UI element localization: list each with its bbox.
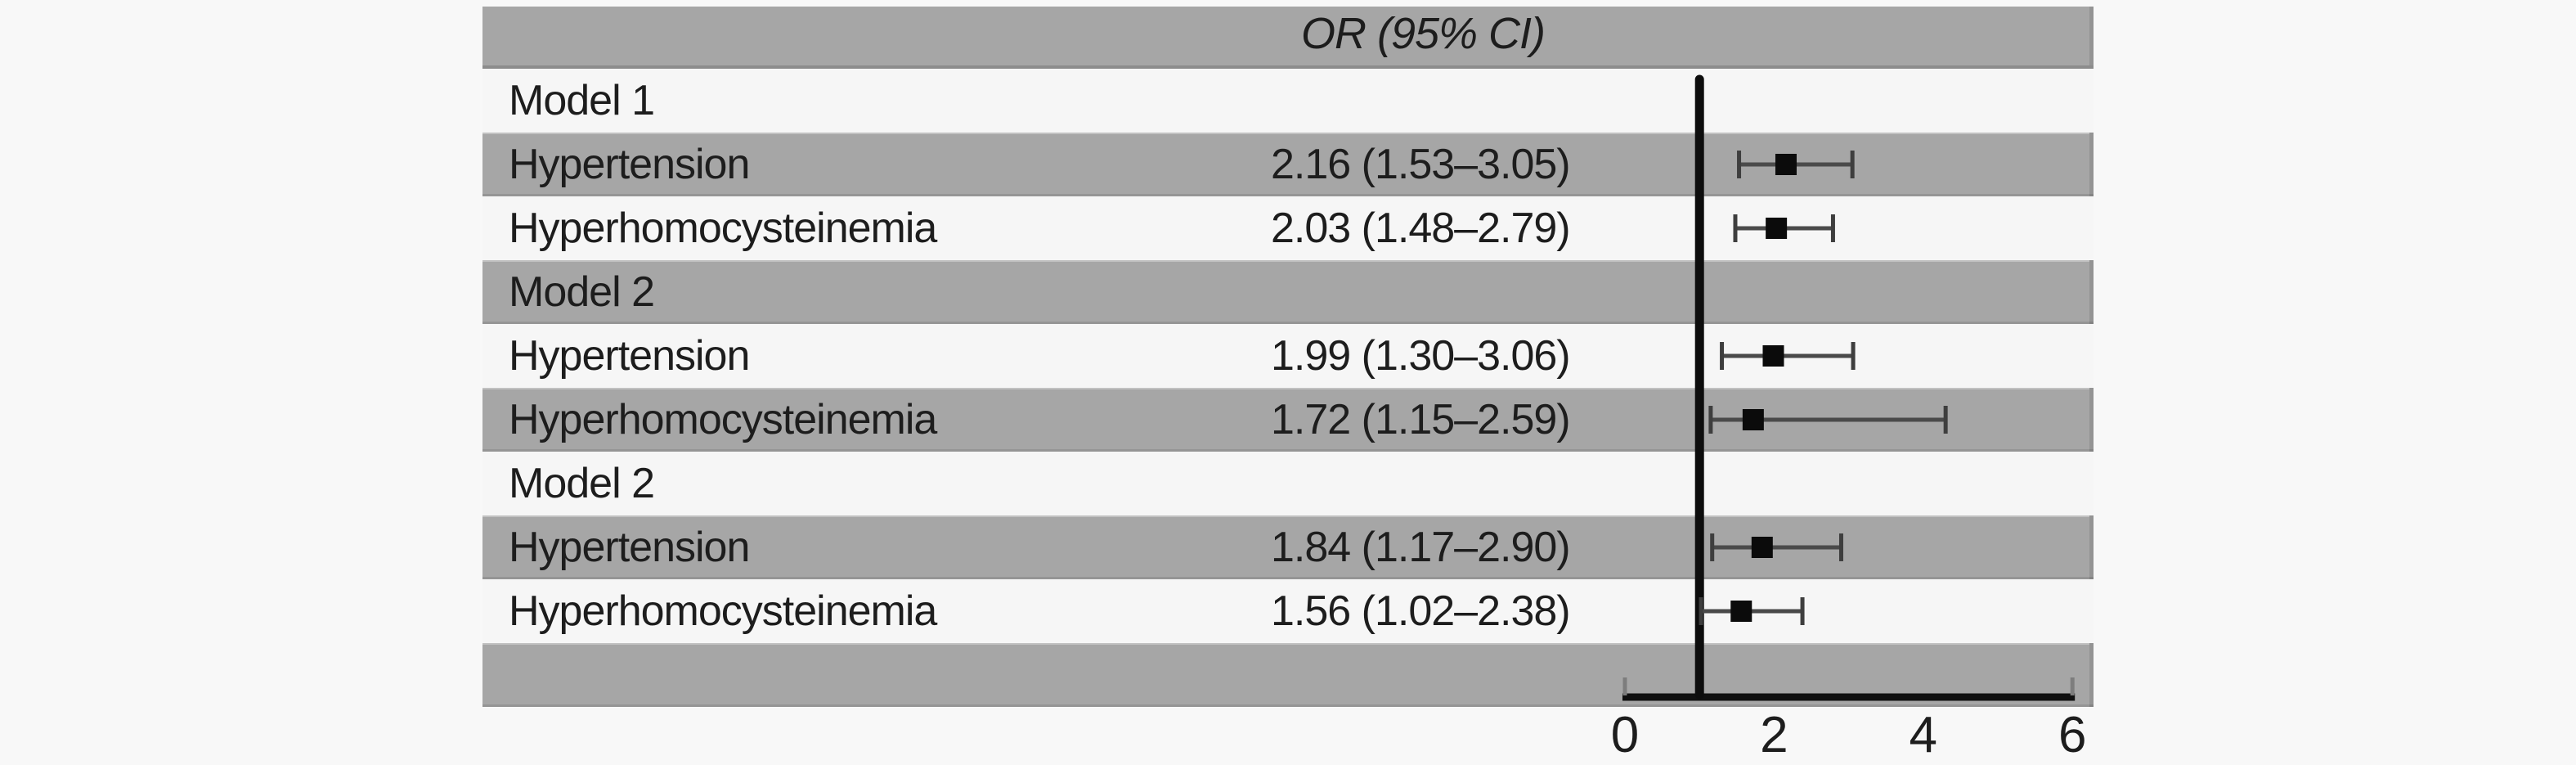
header-or-ci-label: OR (95% CI)	[1300, 9, 1546, 59]
or-marker	[1775, 154, 1797, 175]
section-label: Model 2	[509, 268, 655, 316]
or-marker	[1742, 409, 1764, 430]
row-label: Hyperhomocysteinemia	[509, 205, 937, 252]
x-tick-label: 0	[1611, 707, 1639, 763]
table-row: Hyperhomocysteinemia 2.03 (1.48–2.79)	[482, 196, 2094, 260]
or-ci-value: 1.72 (1.15–2.59)	[1271, 396, 1571, 443]
table-header-row: OR (95% CI)	[482, 7, 2094, 69]
table-row: Hyperhomocysteinemia 1.56 (1.02–2.38)	[482, 579, 2094, 643]
x-tick-label: 6	[2058, 707, 2086, 763]
section-row-model-2: Model 2	[482, 260, 2094, 324]
or-marker	[1762, 345, 1784, 367]
or-ci-value: 1.99 (1.30–3.06)	[1271, 332, 1571, 380]
row-label: Hypertension	[509, 332, 750, 380]
section-label: Model 2	[509, 460, 655, 507]
section-row-model-2b: Model 2	[482, 452, 2094, 515]
row-label: Hyperhomocysteinemia	[509, 587, 937, 635]
x-tick-label: 2	[1760, 707, 1788, 763]
or-marker	[1766, 218, 1788, 239]
or-marker	[1751, 537, 1773, 558]
or-ci-value: 1.56 (1.02–2.38)	[1271, 587, 1571, 635]
row-label: Hyperhomocysteinemia	[509, 396, 937, 443]
row-label: Hypertension	[509, 141, 750, 188]
or-ci-value: 1.84 (1.17–2.90)	[1271, 524, 1571, 571]
section-label: Model 1	[509, 77, 655, 124]
section-row-model-1: Model 1	[482, 69, 2094, 133]
x-tick-label: 4	[1910, 707, 1937, 763]
or-ci-value: 2.03 (1.48–2.79)	[1271, 205, 1571, 252]
or-marker	[1730, 601, 1752, 622]
row-label: Hypertension	[509, 524, 750, 571]
or-ci-value: 2.16 (1.53–3.05)	[1271, 141, 1571, 188]
